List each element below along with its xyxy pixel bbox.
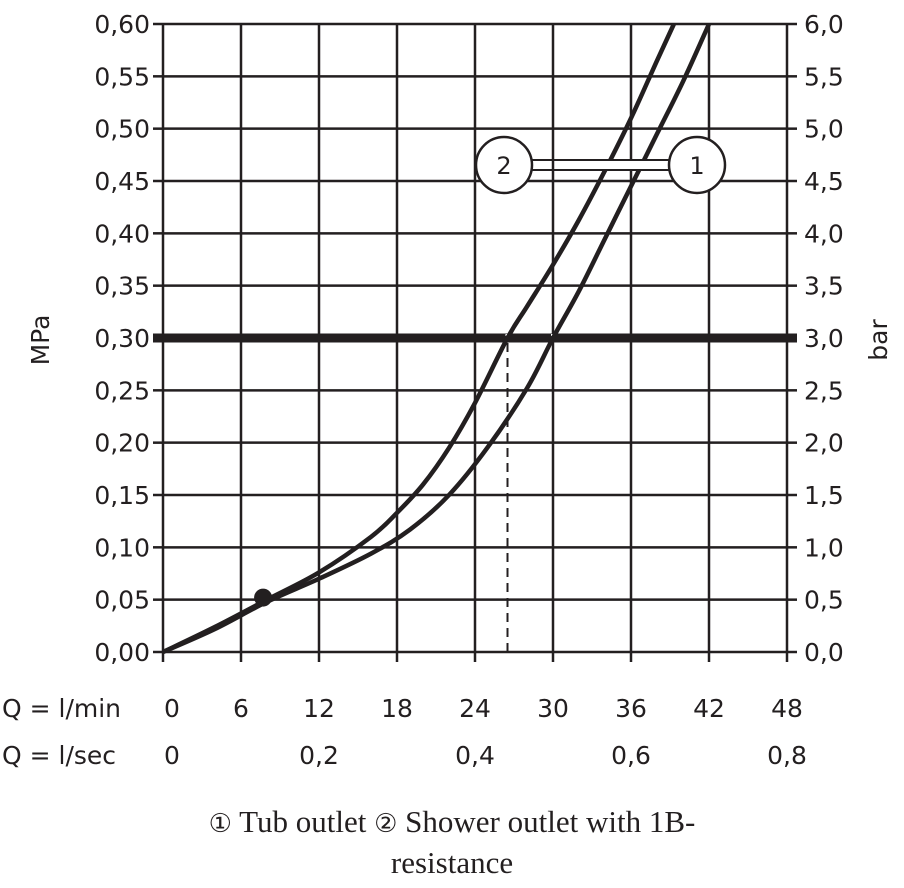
x-tick-label-lmin: 42: [693, 694, 725, 723]
curve-marker-label-2: 2: [496, 152, 511, 180]
y-left-tick-label: 0,60: [94, 10, 150, 39]
legend-marker-1: ①: [208, 809, 232, 839]
x-tick-label-lsec: 0: [164, 741, 180, 770]
reference-line-layer: [153, 333, 797, 652]
x-tick-label-lmin: 36: [615, 694, 647, 723]
curve-marker-label-1: 1: [689, 152, 704, 180]
legend-marker-2: ②: [374, 809, 398, 839]
y-right-tick-label: 5,5: [804, 62, 844, 91]
y-left-tick-label: 0,30: [94, 324, 150, 353]
y-left-tick-label: 0,05: [94, 586, 150, 615]
y-right-tick-label: 6,0: [804, 10, 844, 39]
y-right-tick-label: 0,5: [804, 586, 844, 615]
y-right-tick-label: 1,5: [804, 481, 844, 510]
y-left-tick-label: 0,15: [94, 481, 150, 510]
marker-leader-gap: [560, 161, 670, 169]
y-right-tick-label: 3,0: [804, 324, 844, 353]
x-tick-label-lmin: 30: [537, 694, 569, 723]
x-tick-label-lmin: 48: [771, 694, 803, 723]
y-left-tick-label: 0,35: [94, 272, 150, 301]
y-right-tick-label: 4,0: [804, 219, 844, 248]
y-left-tick-label: 0,00: [94, 638, 150, 667]
x-tick-label-lmin: 24: [459, 694, 491, 723]
curve-marker-circle-2: [474, 135, 534, 195]
grid: [153, 22, 797, 662]
x-tick-label-lsec: 0,6: [611, 741, 651, 770]
y-right-tick-label: 3,5: [804, 272, 844, 301]
y-right-tick-label: 4,5: [804, 167, 844, 196]
x-tick-label-lmin: 0: [164, 694, 180, 723]
x-axis-title-l-min: Q = l/min: [2, 694, 121, 723]
series-line-2: [162, 23, 676, 655]
y-left-tick-label: 0,50: [94, 115, 150, 144]
y-right-axis-title: bar: [864, 319, 893, 361]
y-right-tick-label: 2,5: [804, 376, 844, 405]
legend-label-tub-outlet: Tub outlet: [231, 804, 375, 839]
y-right-tick-label: 1,0: [804, 533, 844, 562]
legend-caption-line-1: ① Tub outlet ② Shower outlet with 1B-: [0, 802, 904, 844]
y-right-tick-label: 0,0: [804, 638, 844, 667]
x-tick-label-lmin: 12: [303, 694, 335, 723]
y-left-tick-label: 0,40: [94, 219, 150, 248]
legend-label-shower-outlet: Shower outlet with 1B-: [397, 804, 696, 839]
y-left-tick-label: 0,20: [94, 429, 150, 458]
legend-caption-line-2: resistance: [0, 843, 904, 883]
x-tick-label-lmin: 6: [233, 694, 249, 723]
legend-label-shower-outlet-cont: resistance: [390, 845, 514, 880]
x-tick-label-lsec: 0,8: [767, 741, 807, 770]
x-tick-label-lsec: 0,4: [455, 741, 495, 770]
y-right-tick-label: 5,0: [804, 115, 844, 144]
y-left-axis-title: MPa: [26, 315, 55, 366]
y-left-tick-label: 0,25: [94, 376, 150, 405]
x-tick-label-lsec: 0,2: [299, 741, 339, 770]
x-axis-title-l-sec: Q = l/sec: [2, 741, 116, 770]
y-left-tick-label: 0,55: [94, 62, 150, 91]
operating-point-dot: [254, 588, 273, 607]
y-left-tick-label: 0,45: [94, 167, 150, 196]
y-left-tick-label: 0,10: [94, 533, 150, 562]
x-tick-label-lmin: 18: [381, 694, 413, 723]
axis-labels: 0,000,050,100,150,200,250,300,350,400,45…: [94, 10, 843, 770]
y-right-tick-label: 2,0: [804, 429, 844, 458]
curve-marker-circle-1: [667, 135, 727, 195]
